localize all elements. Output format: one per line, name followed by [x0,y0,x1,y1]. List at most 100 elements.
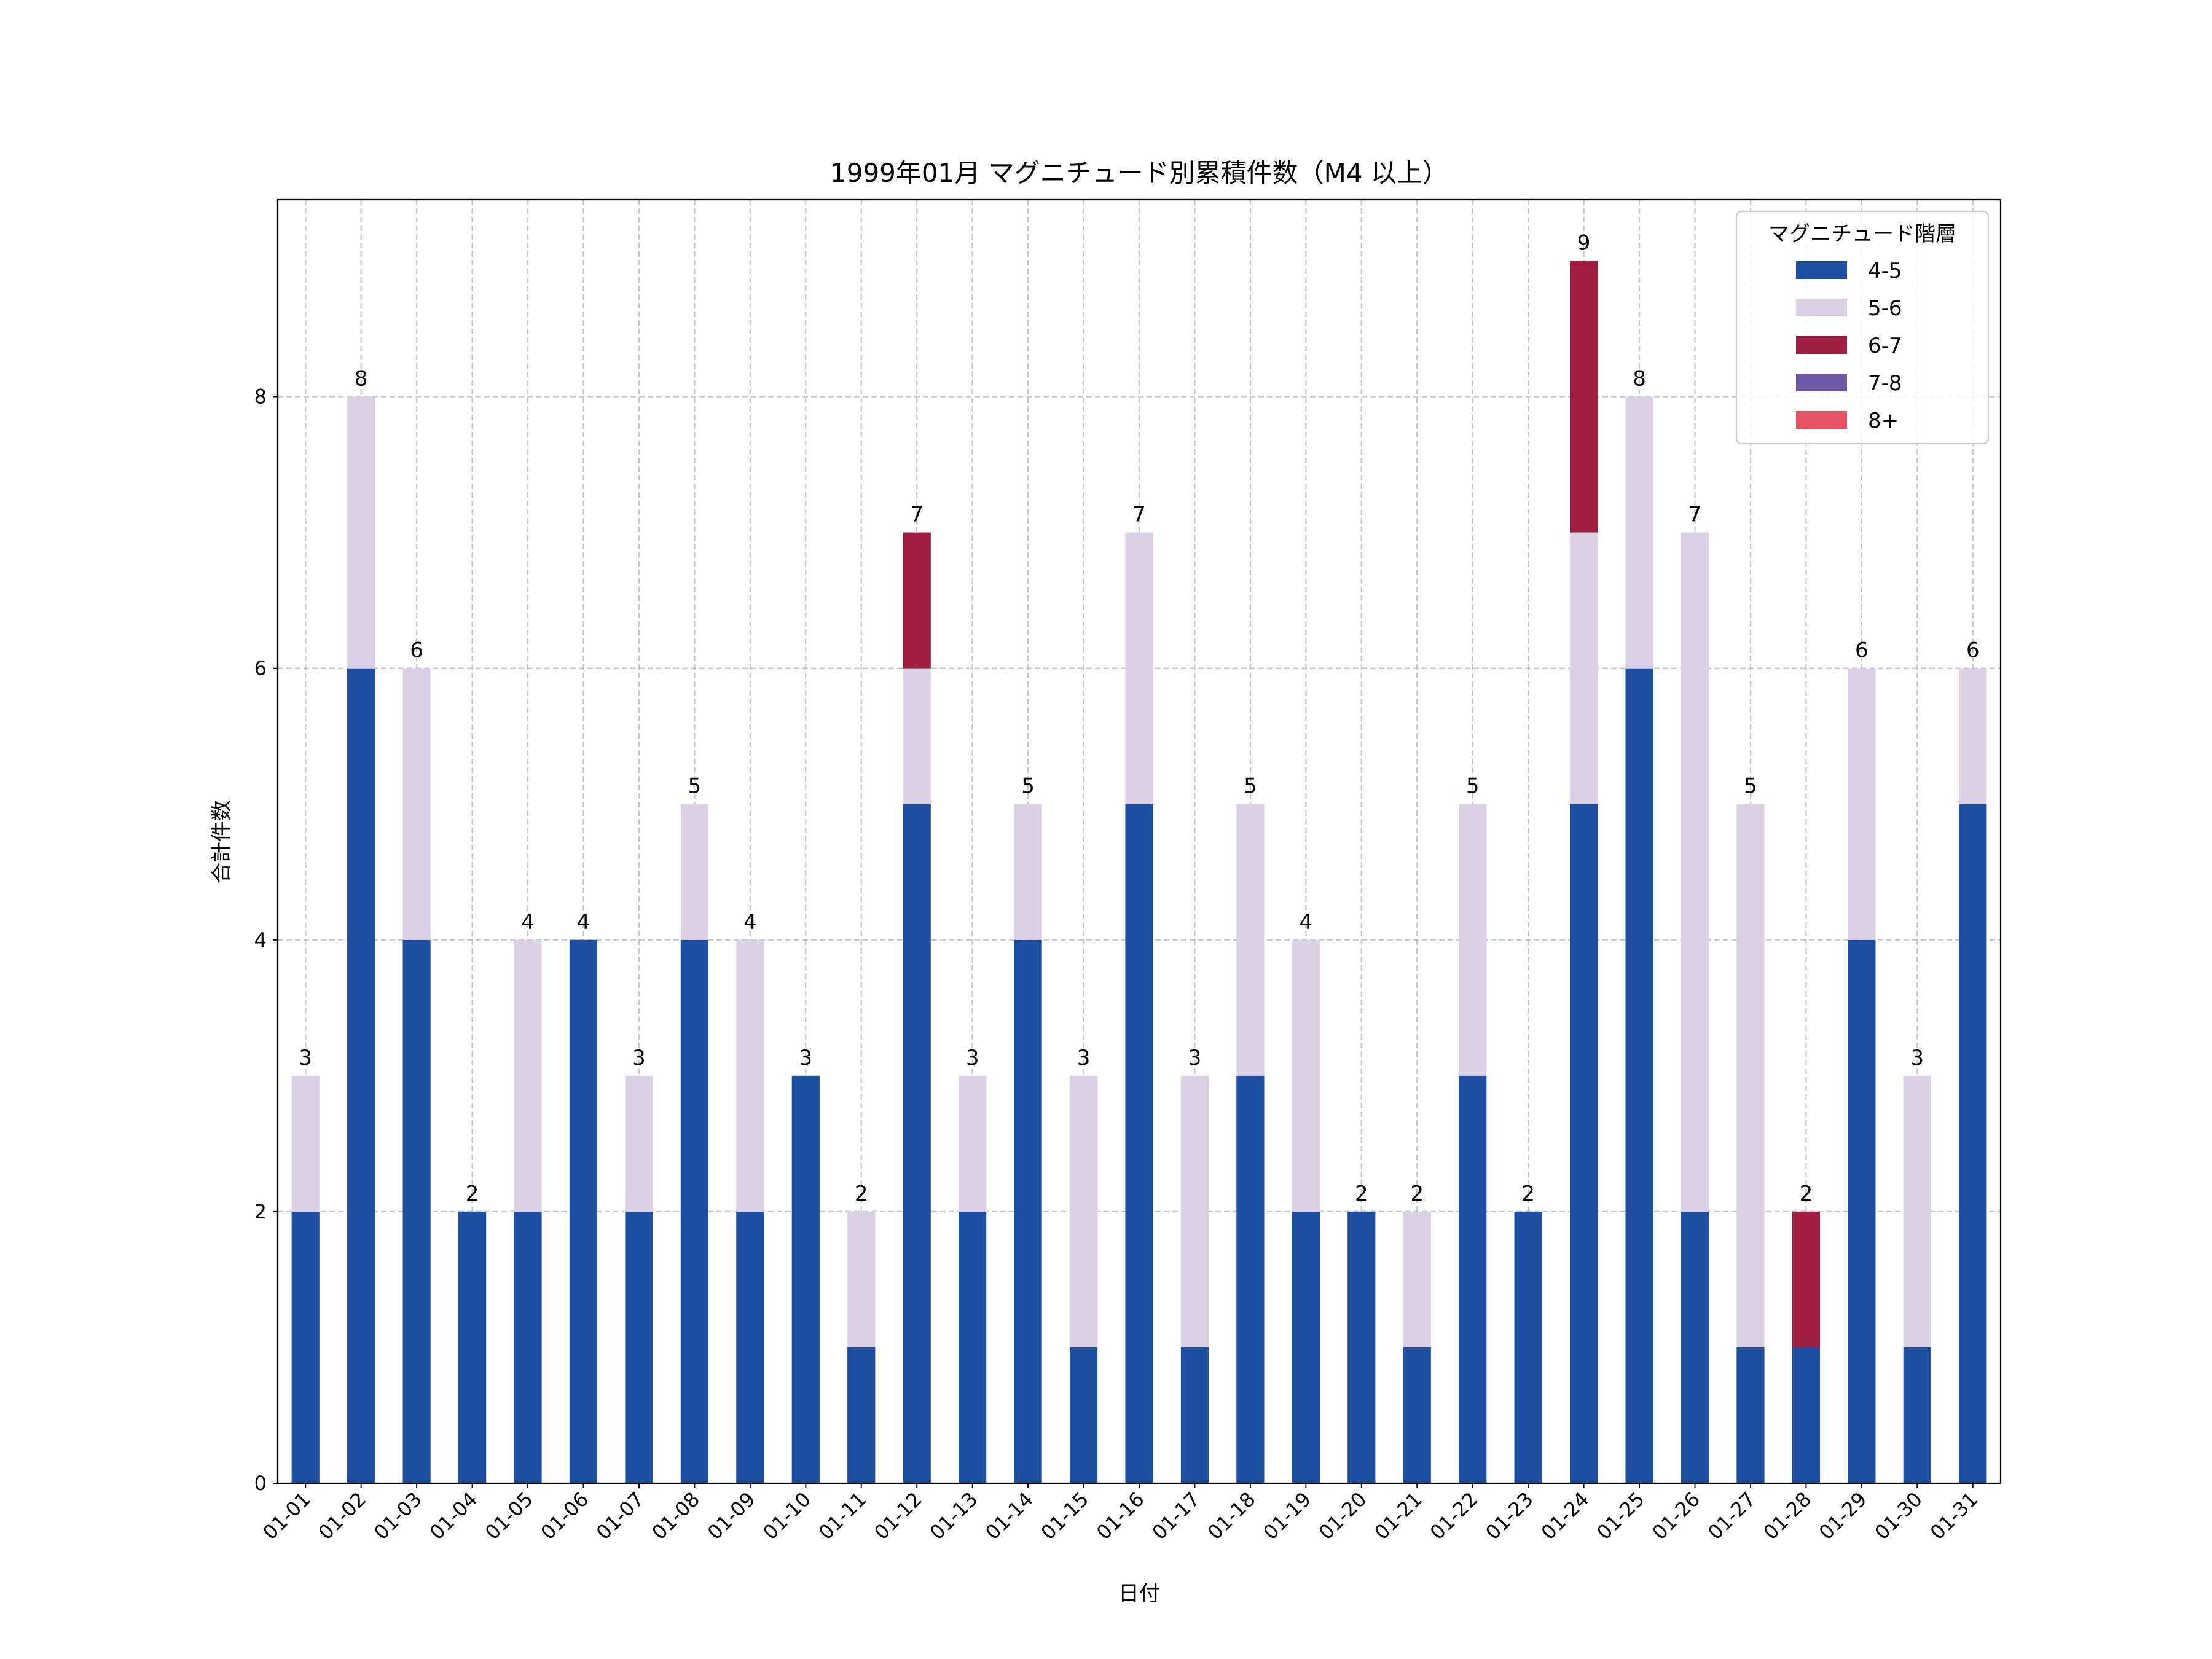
data-label-total: 2 [466,1182,479,1206]
bar-segment-4-5 [514,1211,542,1483]
x-tick-label: 01-29 [1814,1488,1872,1545]
x-tick-label: 01-09 [703,1488,760,1545]
y-tick-label: 0 [254,1472,267,1495]
bar-segment-5-6 [1014,804,1042,940]
data-label-total: 7 [1688,503,1702,527]
bar-segment-4-5 [1625,668,1653,1483]
legend-swatch-5-6 [1796,299,1847,316]
bar-segment-5-6 [514,939,542,1212]
x-axis-label: 日付 [1118,1582,1160,1606]
y-tick-label: 4 [254,928,267,952]
x-tick-label: 01-25 [1592,1488,1649,1545]
data-label-total: 2 [1355,1182,1368,1206]
x-tick-label: 01-07 [592,1488,649,1545]
data-label-total: 2 [1410,1182,1424,1206]
legend-swatch-7-8 [1796,374,1847,391]
x-tick-label: 01-11 [814,1488,871,1545]
y-tick-label: 8 [254,385,267,409]
bar-segment-5-6 [1681,532,1709,1212]
x-tick-label: 01-28 [1759,1488,1816,1545]
data-label-total: 6 [410,638,423,663]
x-tick-label: 01-04 [425,1488,482,1545]
legend-label: 8+ [1868,409,1899,433]
bar-segment-5-6 [1959,668,1987,804]
bar-segment-5-6 [1848,668,1876,940]
bar-segment-5-6 [402,668,431,940]
data-label-total: 8 [1633,367,1646,391]
data-label-total: 3 [1188,1046,1202,1070]
data-label-total: 6 [1855,638,1869,663]
bar-segment-4-5 [1736,1347,1765,1483]
bar-segment-4-5 [347,668,375,1483]
x-tick-label: 01-24 [1537,1488,1594,1545]
bar-segment-4-5 [1236,1075,1265,1483]
x-tick-label: 01-16 [1092,1488,1149,1545]
bar-segment-4-5 [1014,939,1042,1483]
bar-segment-4-5 [736,1211,764,1483]
data-label-total: 3 [632,1046,646,1070]
x-axis: 01-0101-0201-0301-0401-0501-0601-0701-08… [258,1483,1982,1544]
x-tick-label: 01-12 [869,1488,927,1545]
x-tick-label: 01-27 [1703,1488,1760,1545]
bar-segment-4-5 [1514,1211,1542,1483]
x-tick-label: 01-15 [1037,1488,1094,1545]
bar-segment-5-6 [959,1075,987,1212]
data-label-total: 5 [688,774,702,799]
data-label-total: 3 [966,1046,979,1070]
data-label-total: 7 [1132,503,1146,527]
x-tick-label: 01-30 [1870,1488,1927,1545]
bar-segment-4-5 [1792,1347,1821,1483]
bar-segment-4-5 [1292,1211,1320,1483]
data-label-total: 4 [521,910,535,935]
bar-segment-4-5 [1347,1211,1376,1483]
bar-segment-4-5 [959,1211,987,1483]
x-tick-label: 01-21 [1370,1488,1427,1545]
bar-segment-5-6 [903,668,931,804]
legend-swatch-6-7 [1796,336,1847,354]
bar-segment-5-6 [1625,396,1653,669]
bar-segment-4-5 [680,939,708,1483]
x-tick-label: 01-23 [1481,1488,1538,1545]
bar-segment-4-5 [625,1211,653,1483]
data-label-total: 3 [1911,1046,1924,1070]
data-label-total: 2 [1521,1182,1535,1206]
bar-segment-4-5 [1403,1347,1431,1483]
bar-segment-4-5 [1848,939,1876,1483]
y-tick-label: 2 [254,1200,267,1223]
data-label-total: 2 [855,1182,868,1206]
chart-title: 1999年01月 マグニチュード別累積件数（M4 以上） [830,158,1448,188]
bar-segment-4-5 [847,1347,876,1483]
data-label-total: 2 [1800,1182,1813,1206]
bar-segment-5-6 [847,1211,876,1347]
bar-segment-5-6 [680,804,708,940]
x-tick-label: 01-01 [258,1488,315,1545]
x-tick-label: 01-06 [536,1488,594,1545]
data-label-total: 6 [1966,638,1980,663]
data-label-total: 3 [799,1046,812,1070]
bars [291,261,1987,1483]
x-tick-label: 01-14 [981,1488,1038,1545]
data-label-total: 4 [577,910,590,935]
legend-label: 7-8 [1868,371,1902,396]
x-tick-label: 01-02 [314,1488,371,1545]
data-label-total: 5 [1244,774,1257,799]
bar-segment-5-6 [347,396,375,669]
x-tick-label: 01-17 [1147,1488,1204,1545]
bar-segment-5-6 [1459,804,1487,1076]
data-label-total: 7 [910,503,924,527]
bar-segment-4-5 [1570,804,1598,1483]
x-tick-label: 01-18 [1203,1488,1260,1545]
bar-segment-5-6 [1903,1075,1931,1347]
legend-swatch-4-5 [1796,261,1847,279]
x-tick-label: 01-31 [1926,1488,1983,1545]
bar-segment-5-6 [291,1075,320,1212]
legend-swatch-8+ [1796,411,1847,429]
legend: マグニチュード階層 4-5 5-6 6-7 7-8 8+ [1735,210,1990,445]
x-tick-label: 01-20 [1314,1488,1371,1545]
bar-segment-4-5 [1681,1211,1709,1483]
bar-segment-6-7 [1792,1211,1821,1347]
bar-segment-5-6 [1403,1211,1431,1347]
x-tick-label: 01-26 [1648,1488,1705,1545]
x-tick-label: 01-19 [1258,1488,1316,1545]
